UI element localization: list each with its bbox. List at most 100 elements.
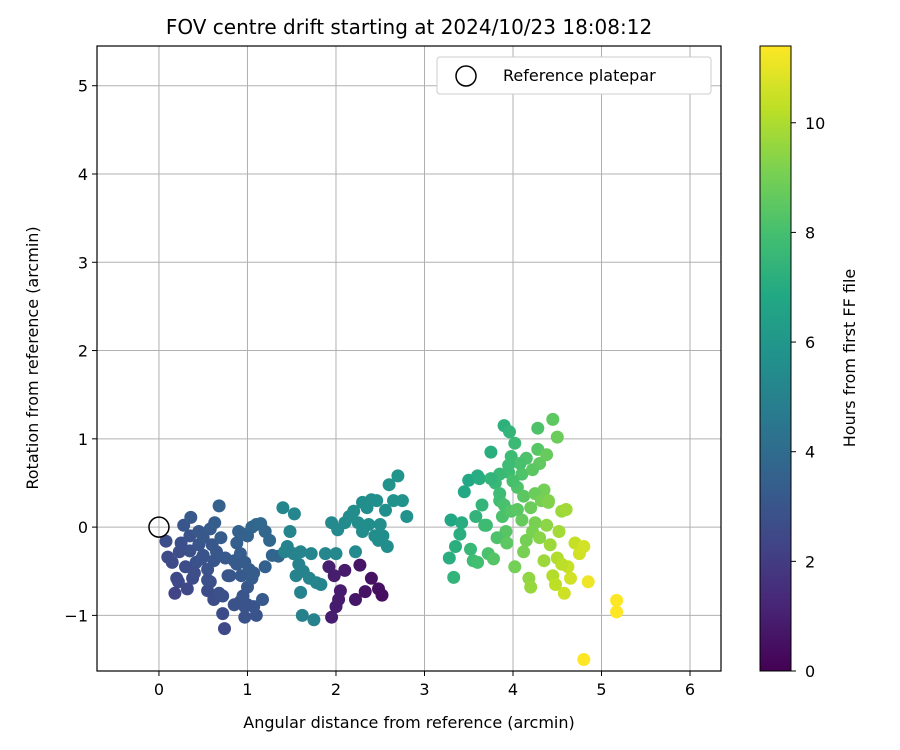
- data-point: [484, 472, 498, 486]
- data-point: [540, 518, 554, 532]
- data-point: [549, 578, 562, 591]
- data-point: [327, 569, 341, 583]
- data-point: [356, 525, 369, 538]
- data-point: [524, 501, 538, 515]
- data-point: [227, 598, 241, 612]
- data-point: [515, 467, 529, 481]
- data-point: [258, 560, 272, 574]
- data-point: [278, 545, 292, 559]
- data-point: [318, 547, 332, 561]
- data-point: [349, 545, 362, 559]
- data-point: [304, 547, 318, 561]
- data-point: [447, 570, 461, 584]
- data-point: [559, 503, 573, 516]
- data-point: [537, 554, 551, 568]
- data-point: [479, 518, 493, 532]
- data-point: [294, 545, 308, 559]
- colorbar-label: Hours from first FF file: [840, 269, 859, 448]
- data-point: [212, 499, 226, 513]
- x-tick-label: 1: [242, 680, 252, 699]
- reference-platepar-marker: [148, 516, 170, 538]
- y-tick-label: 0: [78, 518, 88, 537]
- data-point: [196, 531, 210, 545]
- y-tick-label: 5: [78, 77, 88, 96]
- data-point: [218, 622, 231, 636]
- data-point: [289, 569, 303, 583]
- data-point: [577, 653, 591, 666]
- chart-title: FOV centre drift starting at 2024/10/23 …: [166, 15, 652, 39]
- data-point: [287, 507, 301, 521]
- data-point: [581, 575, 595, 589]
- data-point: [241, 598, 254, 612]
- y-axis-ticks: −1 0 1 2 3 4 5: [64, 77, 97, 625]
- data-point: [338, 563, 352, 577]
- data-point: [329, 600, 343, 614]
- data-point: [256, 593, 269, 606]
- data-point: [550, 430, 564, 444]
- data-point: [283, 525, 297, 538]
- data-point: [564, 571, 577, 585]
- data-point: [517, 489, 531, 503]
- data-point: [212, 586, 226, 600]
- y-tick-label: 3: [78, 253, 88, 272]
- data-point: [546, 412, 560, 426]
- data-point: [400, 510, 414, 523]
- data-point: [333, 584, 347, 598]
- x-tick-label: 3: [419, 680, 429, 699]
- colorbar-tick-label: 0: [805, 662, 815, 681]
- data-point: [364, 571, 378, 585]
- data-point: [295, 608, 309, 622]
- data-point: [310, 576, 323, 590]
- data-point: [513, 457, 527, 470]
- data-point: [543, 538, 557, 552]
- data-point: [442, 551, 456, 565]
- data-point: [221, 569, 235, 583]
- data-point: [174, 536, 188, 550]
- data-point: [375, 588, 389, 602]
- x-tick-label: 5: [596, 680, 606, 699]
- data-point: [247, 566, 261, 580]
- data-point: [395, 494, 409, 508]
- data-point: [382, 478, 396, 492]
- data-point: [484, 445, 498, 459]
- colorbar-ticks: 0 2 4 6 8 10: [791, 114, 825, 681]
- data-point: [557, 586, 571, 600]
- data-point: [500, 536, 514, 550]
- legend: Reference platepar: [436, 56, 712, 95]
- data-point: [329, 547, 343, 561]
- data-point: [391, 469, 405, 483]
- data-point: [373, 518, 387, 531]
- data-point: [502, 458, 516, 472]
- data-point: [208, 516, 222, 530]
- data-point: [307, 613, 321, 627]
- data-point: [490, 531, 504, 545]
- x-tick-label: 6: [685, 680, 695, 699]
- data-point: [508, 436, 522, 450]
- data-points: [159, 412, 624, 666]
- data-point: [238, 610, 252, 624]
- data-point: [184, 510, 198, 524]
- data-point: [165, 555, 179, 569]
- data-point: [453, 527, 467, 541]
- data-point: [471, 555, 485, 569]
- data-point: [230, 536, 244, 550]
- data-point: [187, 566, 201, 580]
- data-point: [533, 531, 547, 545]
- colorbar: [759, 45, 792, 672]
- data-point: [358, 585, 372, 599]
- data-point: [517, 545, 531, 559]
- data-point: [540, 448, 554, 462]
- colorbar-tick-label: 8: [805, 223, 815, 242]
- legend-box: [436, 56, 712, 95]
- data-point: [183, 544, 197, 558]
- x-axis-ticks: 0 1 2 3 4 5 6: [154, 671, 695, 699]
- data-point: [455, 516, 469, 530]
- data-point: [464, 542, 477, 556]
- data-point: [168, 586, 182, 600]
- y-axis-label: Rotation from reference (arcmin): [23, 226, 42, 489]
- data-point: [180, 582, 194, 596]
- data-point: [444, 513, 458, 527]
- data-point: [515, 513, 529, 527]
- legend-label: Reference platepar: [503, 66, 656, 85]
